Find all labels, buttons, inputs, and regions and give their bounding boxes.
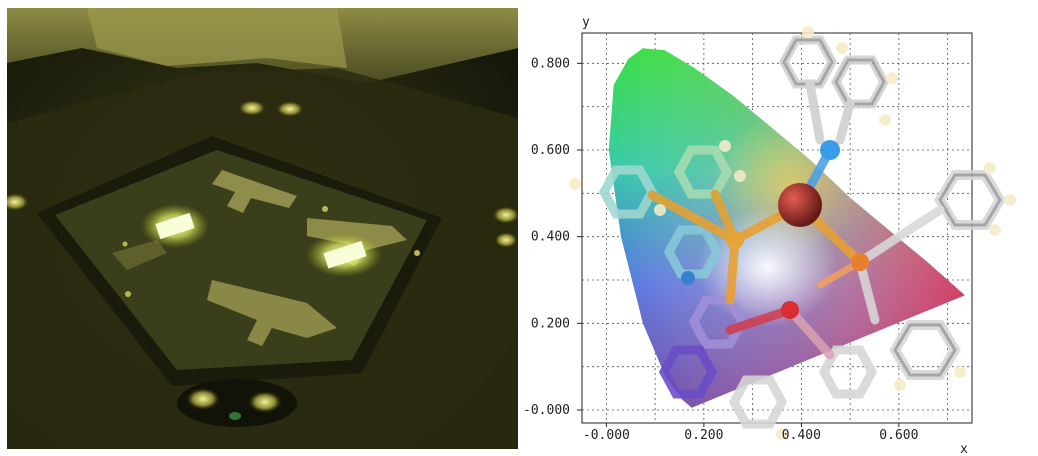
cie-chart: -0.000 0.200 0.400 0.600 0.800 -0.000 0.200 0.… (523, 15, 1016, 456)
y-tick-label: 0.200 (531, 316, 570, 331)
x-tick-label: -0.000 (583, 428, 630, 443)
oled-device-photo (7, 8, 518, 449)
y-tick-label: -0.000 (523, 403, 570, 418)
y-axis-label: y (582, 15, 590, 30)
molecular-structure-icon (569, 26, 1016, 440)
y-tick-label: 0.800 (531, 56, 570, 71)
y-axis: -0.000 0.200 0.400 0.600 0.800 (523, 56, 582, 418)
x-axis-label: x (960, 442, 968, 456)
y-tick-label: 0.600 (531, 143, 570, 158)
x-tick-label: 0.400 (782, 428, 821, 443)
x-tick-label: 0.200 (684, 428, 723, 443)
x-tick-label: 0.600 (879, 428, 918, 443)
x-axis: -0.000 0.200 0.400 0.600 (583, 423, 918, 443)
y-tick-label: 0.400 (531, 230, 570, 245)
